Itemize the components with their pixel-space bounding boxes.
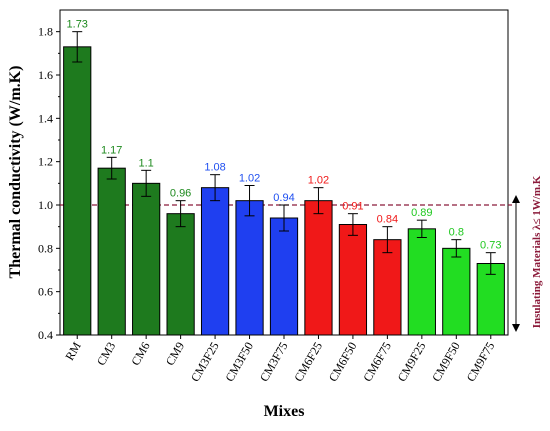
bar-cm6f25 — [304, 200, 333, 336]
bar-cm3f25 — [200, 187, 230, 336]
data-label: 0.8 — [449, 227, 464, 239]
data-label: 0.96 — [170, 188, 191, 200]
data-label: 0.91 — [342, 201, 363, 213]
bar-cm6 — [132, 182, 161, 336]
data-label: 1.02 — [239, 173, 260, 185]
y-tick-label: 0.8 — [38, 241, 53, 255]
data-label: 1.73 — [67, 19, 88, 31]
x-tick-label: CM3F50 — [222, 340, 256, 385]
x-tick-label: CM6F25 — [291, 340, 325, 385]
x-tick-label: CM6F75 — [360, 340, 394, 385]
bar-cm6f75 — [373, 239, 402, 336]
threshold-arrow-head-bottom — [512, 324, 520, 332]
data-label: 1.17 — [101, 144, 122, 156]
bar-cm6f50 — [338, 224, 368, 336]
bars-layer: 1.73 1.17 1.1 0.96 1.08 1.02 0.94 1.02 0.91 0.84 0… — [63, 19, 505, 336]
x-tick-label: CM3F75 — [257, 340, 291, 385]
data-label: 0.89 — [411, 207, 432, 219]
y-ticks-layer: 0.4 0.6 0.8 1.0 1.2 1.4 1.6 1.8 — [38, 25, 60, 342]
bar-cm9f25 — [407, 228, 436, 336]
y-tick-label: 1.0 — [38, 198, 53, 212]
y-tick-label: 0.6 — [38, 285, 53, 299]
bar-rm — [63, 46, 92, 336]
bar-cm3f75 — [269, 217, 299, 336]
x-tick-label: CM6 — [128, 340, 152, 368]
x-tick-label: CM6F50 — [326, 340, 360, 385]
y-tick-label: 1.4 — [38, 111, 53, 125]
bar-cm9 — [166, 213, 195, 336]
threshold-arrow-head-top — [512, 195, 520, 203]
bar-cm9f50 — [442, 247, 471, 336]
data-label: 1.1 — [139, 157, 154, 169]
x-tick-label: CM9F25 — [395, 340, 429, 385]
x-tick-label: RM — [62, 339, 84, 362]
threshold-indicator — [512, 195, 520, 332]
data-label: 0.84 — [377, 214, 398, 226]
bar-cm9f75 — [476, 263, 505, 336]
x-tick-label: CM3 — [94, 340, 118, 368]
data-label: 1.02 — [308, 175, 329, 187]
x-axis-title: Mixes — [264, 403, 305, 420]
x-tick-label: CM9 — [163, 340, 187, 368]
data-label: 1.08 — [204, 162, 225, 174]
y-tick-label: 1.6 — [38, 68, 53, 82]
x-ticks-layer: RM CM3 CM6 CM9 CM3F25 CM3F50 CM3F75 CM6F25 CM6F5… — [62, 335, 497, 384]
x-tick-label: CM9F75 — [464, 340, 498, 385]
x-tick-label: CM9F50 — [429, 340, 463, 385]
y-tick-label: 0.4 — [38, 328, 53, 342]
data-label: 0.73 — [480, 240, 501, 252]
data-label: 0.94 — [273, 192, 294, 204]
y-axis-title: Thermal conductivity (W/m.K) — [7, 66, 24, 279]
bar-cm3f50 — [235, 200, 264, 336]
y-tick-label: 1.2 — [38, 155, 53, 169]
y-tick-label: 1.8 — [38, 25, 53, 39]
bar-cm3 — [97, 167, 126, 336]
x-tick-label: CM3F25 — [188, 340, 222, 385]
threshold-label: Insulating Materials λ≤ 1W/m.K — [531, 175, 543, 328]
